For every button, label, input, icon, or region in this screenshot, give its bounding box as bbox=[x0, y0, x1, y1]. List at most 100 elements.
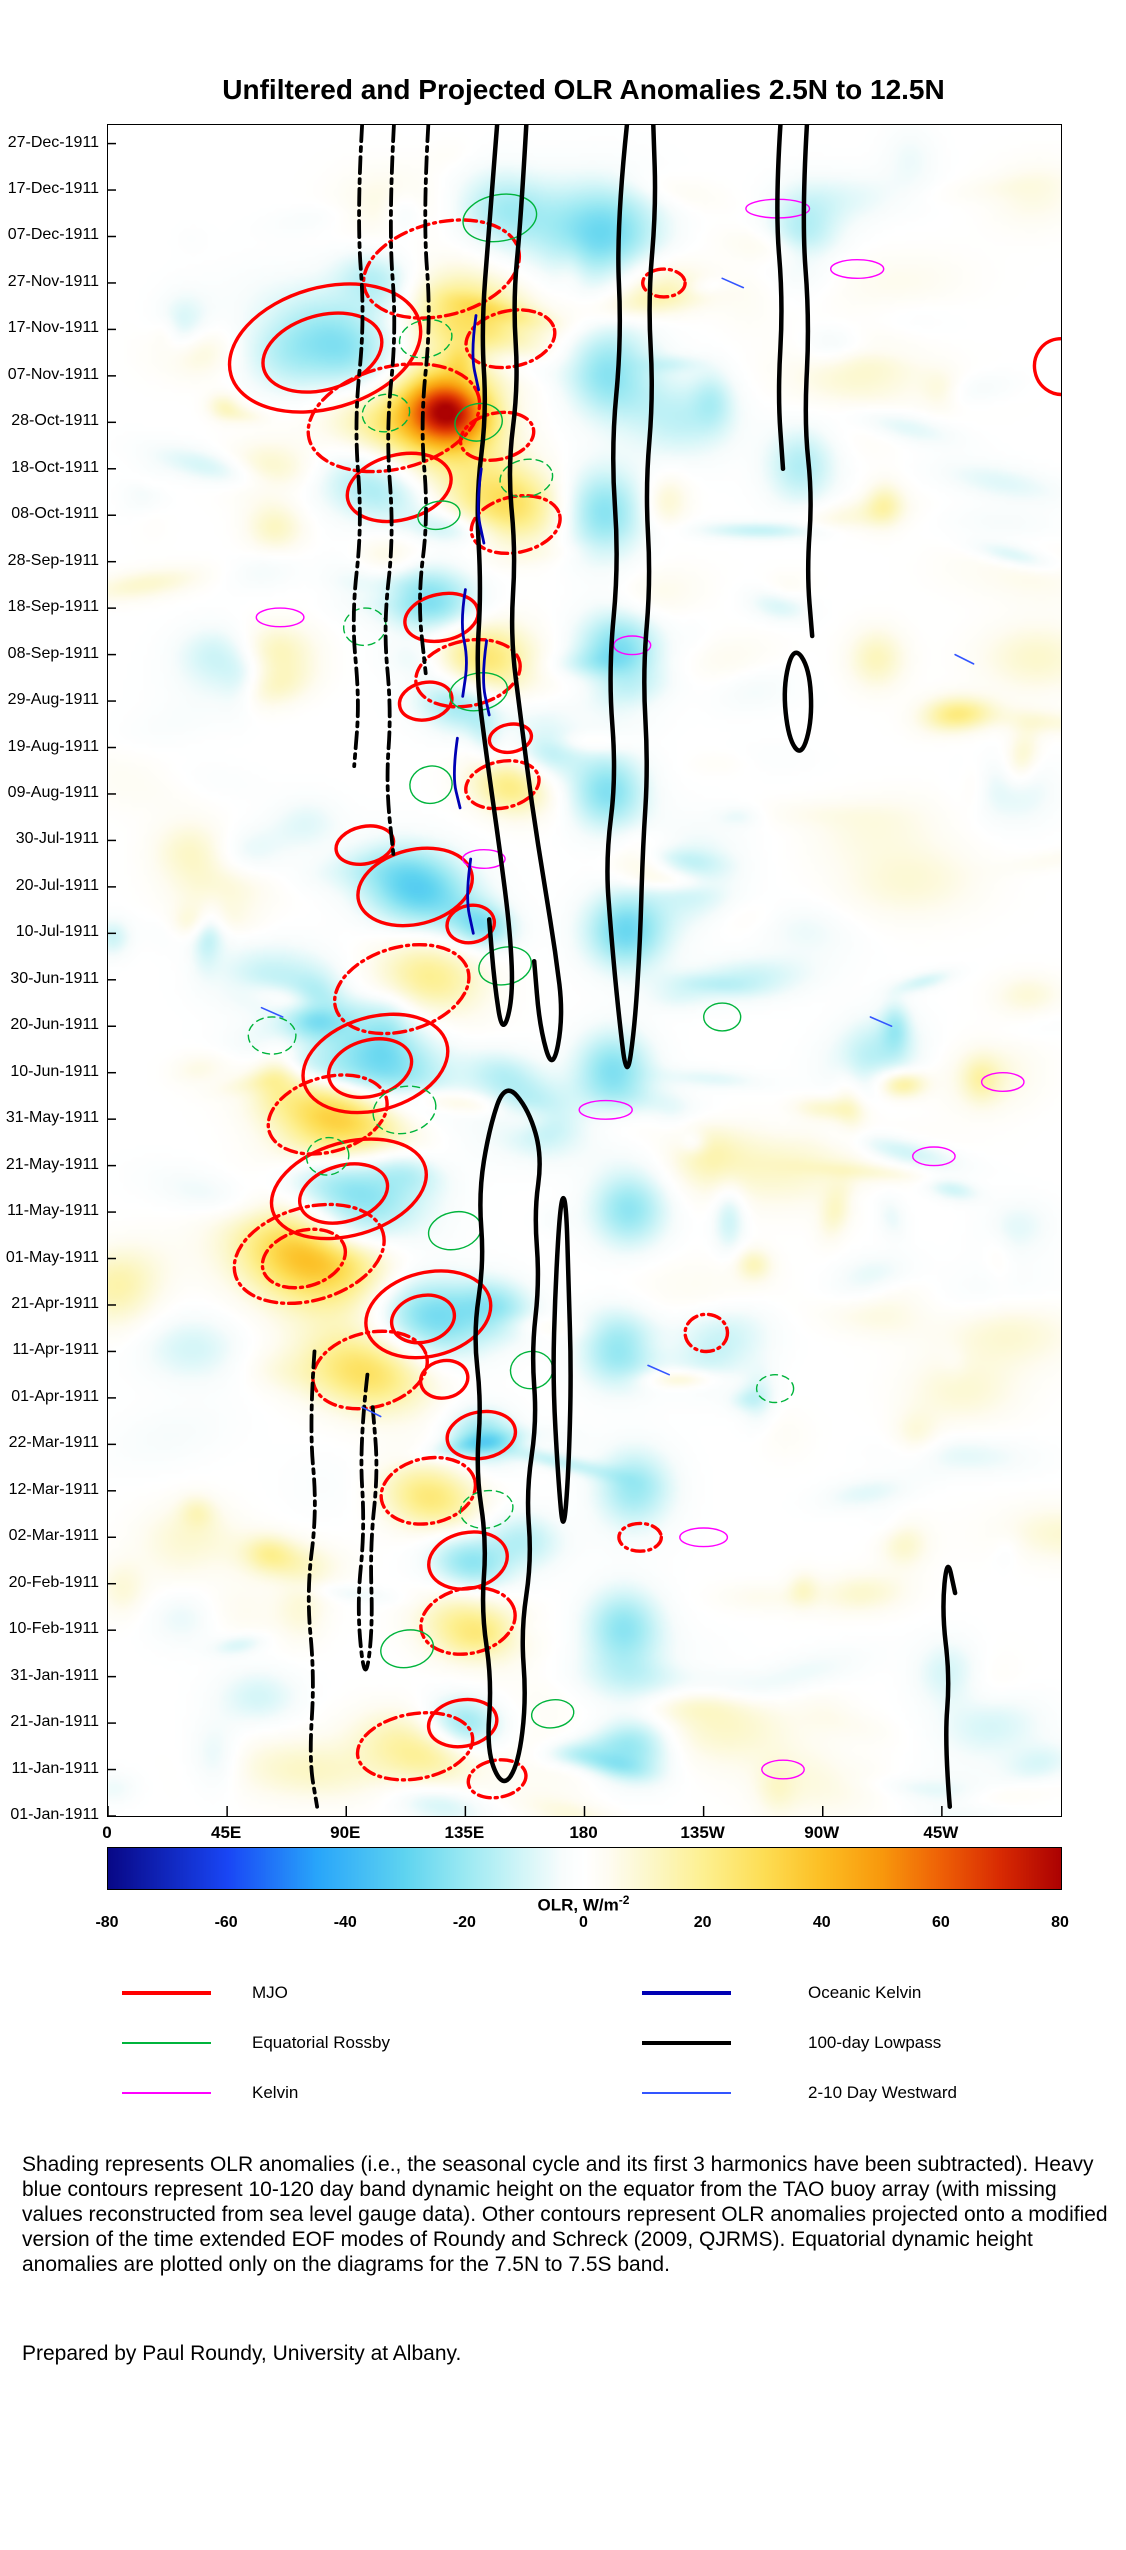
mjo-suppressed-contour bbox=[464, 759, 541, 811]
lowpass-negative-contour bbox=[356, 1372, 379, 1672]
x-tick-label: 0 bbox=[102, 1823, 112, 1842]
y-tick-label: 11-Apr-1911 bbox=[12, 1341, 99, 1359]
y-tick-label: 01-Apr-1911 bbox=[11, 1387, 99, 1405]
mjo-active-contour bbox=[445, 1409, 518, 1461]
mjo-suppressed-contour bbox=[617, 1521, 663, 1553]
colorbar-tick-label: -40 bbox=[333, 1914, 357, 1931]
y-tick-label: 08-Sep-1911 bbox=[7, 644, 99, 662]
equatorial-rossby-contour bbox=[459, 1489, 514, 1529]
westward-wave-contour bbox=[721, 277, 745, 289]
equatorial-rossby-contour bbox=[342, 607, 387, 647]
equatorial-rossby-contour bbox=[530, 1699, 575, 1729]
legend-item-label: 100-day Lowpass bbox=[808, 2033, 942, 2052]
legend-item-label: 2-10 Day Westward bbox=[808, 2083, 957, 2102]
mjo-suppressed-contour bbox=[232, 1202, 386, 1306]
kelvin-contour bbox=[830, 258, 885, 280]
equatorial-rossby-contour bbox=[417, 500, 461, 531]
mjo-suppressed-contour bbox=[458, 410, 536, 462]
y-tick-label: 09-Aug-1911 bbox=[7, 783, 99, 801]
y-tick-label: 07-Dec-1911 bbox=[7, 226, 99, 244]
kelvin-contour bbox=[980, 1071, 1025, 1093]
equatorial-rossby-contour bbox=[499, 458, 554, 498]
mjo-suppressed-contour bbox=[306, 362, 482, 474]
colorbar-tick-label: -60 bbox=[214, 1914, 238, 1931]
y-tick-label: 10-Jun-1911 bbox=[10, 1062, 99, 1080]
y-tick-label: 18-Sep-1911 bbox=[7, 598, 99, 616]
y-tick-label: 29-Aug-1911 bbox=[7, 691, 99, 709]
mjo-active-contour bbox=[297, 1162, 390, 1225]
oceanic-kelvin-contour bbox=[471, 314, 480, 392]
x-tick-label: 180 bbox=[569, 1823, 598, 1842]
y-tick-label: 11-Jan-1911 bbox=[11, 1759, 99, 1777]
y-tick-label: 21-Apr-1911 bbox=[11, 1294, 99, 1312]
mjo-suppressed-contour bbox=[266, 1073, 389, 1156]
y-tick-label: 18-Oct-1911 bbox=[11, 458, 99, 476]
mjo-active-contour bbox=[269, 1137, 428, 1241]
y-tick-label: 20-Feb-1911 bbox=[8, 1573, 99, 1591]
mjo-suppressed-contour bbox=[355, 1711, 475, 1782]
legend-line-sample bbox=[122, 2042, 211, 2044]
colorbar bbox=[107, 1847, 1062, 1890]
kelvin-contour bbox=[761, 1759, 805, 1780]
equatorial-rossby-contour bbox=[305, 1136, 350, 1176]
legend-line-sample bbox=[642, 1991, 731, 1995]
colorbar-tick-label: -80 bbox=[95, 1914, 119, 1931]
y-tick-label: 31-May-1911 bbox=[5, 1109, 99, 1127]
x-tick-label: 90W bbox=[804, 1823, 840, 1842]
kelvin-contour bbox=[679, 1527, 729, 1548]
equatorial-rossby-contour bbox=[361, 393, 411, 433]
westward-wave-contour bbox=[647, 1364, 670, 1376]
mjo-suppressed-contour bbox=[683, 1312, 730, 1354]
y-tick-label: 07-Nov-1911 bbox=[7, 365, 99, 383]
y-tick-label: 02-Mar-1911 bbox=[8, 1527, 99, 1545]
y-tick-label: 01-May-1911 bbox=[5, 1248, 99, 1266]
mjo-suppressed-contour bbox=[419, 1585, 517, 1656]
lowpass-contour bbox=[475, 125, 515, 1027]
mjo-active-contour bbox=[301, 1012, 450, 1115]
legend-line-sample bbox=[122, 2092, 211, 2094]
colorbar-tick-label: -20 bbox=[452, 1914, 476, 1931]
y-tick-label: 20-Jun-1911 bbox=[10, 1016, 99, 1034]
kelvin-contour bbox=[578, 1099, 633, 1120]
mjo-suppressed-contour bbox=[466, 1758, 528, 1800]
x-tick-label: 90E bbox=[330, 1823, 361, 1842]
colorbar-tick-label: 60 bbox=[931, 1914, 950, 1931]
mjo-active-contour bbox=[397, 680, 454, 722]
contour-overlay bbox=[108, 125, 1061, 1816]
mjo-suppressed-contour bbox=[414, 637, 522, 709]
westward-wave-contour bbox=[954, 653, 975, 665]
equatorial-rossby-contour bbox=[398, 318, 453, 359]
lowpass-negative-contour bbox=[306, 1349, 319, 1809]
legend-item-label: Equatorial Rossby bbox=[252, 2033, 390, 2052]
chart-title: Unfiltered and Projected OLR Anomalies 2… bbox=[222, 74, 945, 105]
lowpass-contour bbox=[775, 125, 786, 472]
mjo-active-contour bbox=[487, 722, 534, 755]
equatorial-rossby-contour bbox=[703, 1002, 742, 1032]
y-tick-label: 10-Jul-1911 bbox=[15, 923, 99, 941]
oceanic-kelvin-contour bbox=[453, 736, 462, 810]
oceanic-kelvin-contour bbox=[476, 467, 486, 545]
y-tick-label: 31-Jan-1911 bbox=[10, 1666, 99, 1684]
lowpass-contour-loop bbox=[473, 1088, 542, 1784]
mjo-active-contour bbox=[356, 846, 474, 928]
y-tick-label: 12-Mar-1911 bbox=[8, 1480, 99, 1498]
mjo-suppressed-contour bbox=[379, 1455, 478, 1526]
kelvin-contour bbox=[912, 1146, 956, 1167]
x-tick-label: 135E bbox=[444, 1823, 485, 1842]
lowpass-contour bbox=[801, 125, 815, 639]
mjo-suppressed-contour bbox=[361, 218, 522, 320]
y-tick-label: 20-Jul-1911 bbox=[15, 876, 99, 894]
legend-item-label: Kelvin bbox=[252, 2083, 299, 2102]
y-tick-label: 17-Dec-1911 bbox=[7, 180, 99, 198]
y-tick-label: 17-Nov-1911 bbox=[7, 319, 99, 337]
x-tick-label: 45W bbox=[923, 1823, 959, 1842]
y-tick-label: 30-Jul-1911 bbox=[15, 830, 99, 848]
equatorial-rossby-contour bbox=[755, 1373, 795, 1404]
equatorial-rossby-contour bbox=[380, 1629, 435, 1669]
colorbar-tick-label: 80 bbox=[1051, 1914, 1069, 1931]
mjo-active-contour bbox=[334, 824, 396, 866]
mjo-active-contour bbox=[227, 282, 423, 414]
legend-line-sample bbox=[642, 2041, 731, 2045]
lowpass-negative-contour bbox=[383, 125, 397, 861]
